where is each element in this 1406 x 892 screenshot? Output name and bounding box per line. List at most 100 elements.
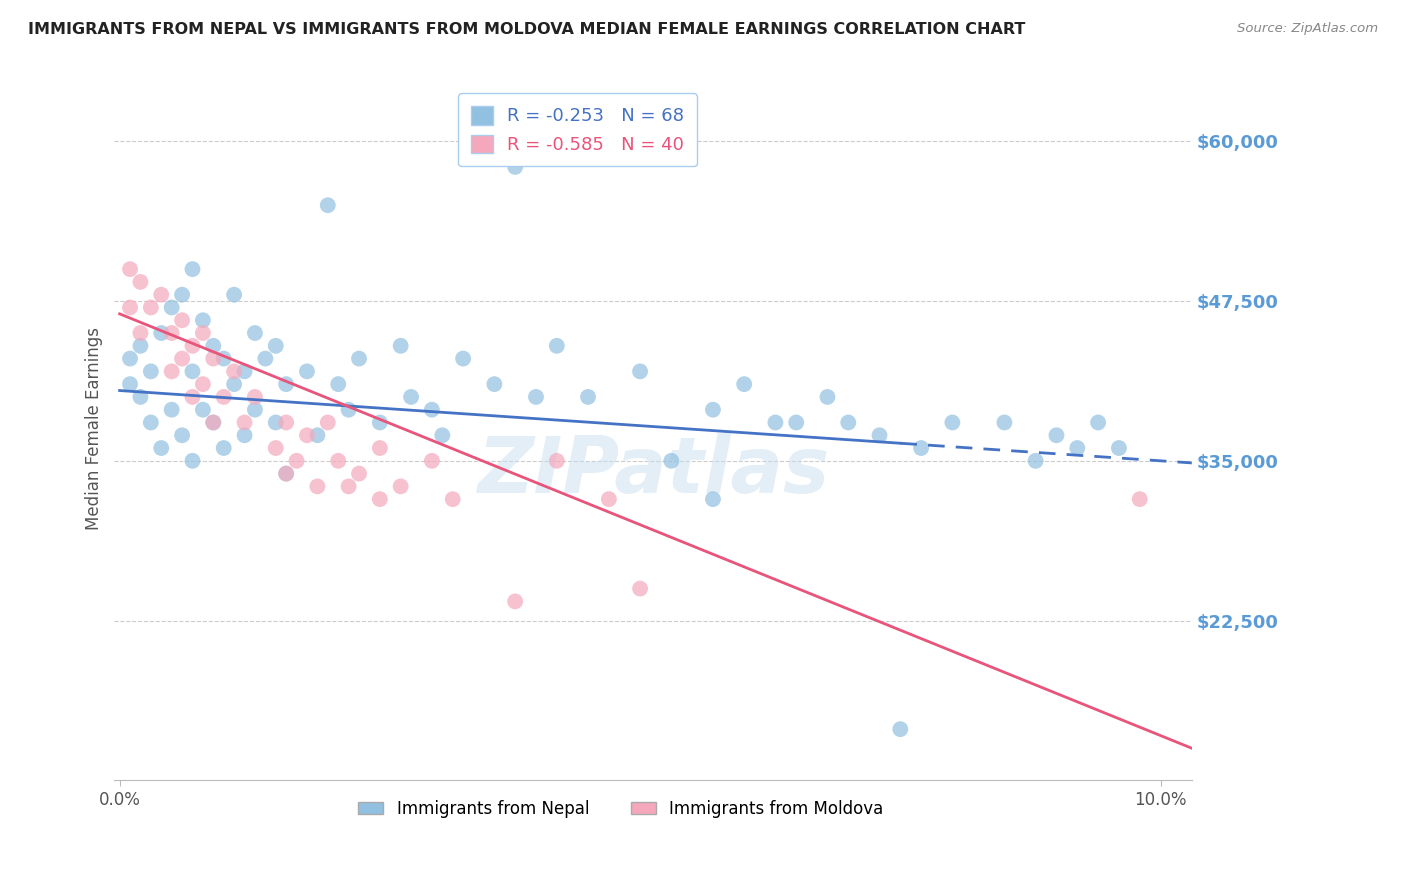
Point <box>233 428 256 442</box>
Point <box>733 377 755 392</box>
Point <box>546 339 568 353</box>
Point <box>1045 428 1067 442</box>
Point <box>484 377 506 392</box>
Point <box>181 262 204 277</box>
Point <box>118 377 141 392</box>
Point <box>170 428 193 442</box>
Point <box>129 326 152 340</box>
Text: IMMIGRANTS FROM NEPAL VS IMMIGRANTS FROM MOLDOVA MEDIAN FEMALE EARNINGS CORRELAT: IMMIGRANTS FROM NEPAL VS IMMIGRANTS FROM… <box>28 22 1025 37</box>
Point <box>503 594 526 608</box>
Point <box>264 441 287 455</box>
Point <box>254 351 277 366</box>
Point <box>224 287 246 301</box>
Point <box>202 351 225 366</box>
Point <box>212 390 235 404</box>
Point <box>368 441 391 455</box>
Point <box>139 364 162 378</box>
Point <box>243 402 266 417</box>
Point <box>129 390 152 404</box>
Point <box>118 351 141 366</box>
Point <box>160 326 183 340</box>
Point <box>451 351 474 366</box>
Point <box>307 479 329 493</box>
Point <box>399 390 422 404</box>
Point <box>224 377 246 392</box>
Point <box>233 416 256 430</box>
Point <box>307 428 329 442</box>
Point <box>191 326 214 340</box>
Legend: Immigrants from Nepal, Immigrants from Moldova: Immigrants from Nepal, Immigrants from M… <box>352 793 890 825</box>
Point <box>389 479 412 493</box>
Point <box>420 454 443 468</box>
Point <box>160 402 183 417</box>
Point <box>702 402 724 417</box>
Point <box>139 301 162 315</box>
Point <box>389 339 412 353</box>
Point <box>316 416 339 430</box>
Point <box>181 454 204 468</box>
Point <box>243 326 266 340</box>
Point <box>181 390 204 404</box>
Point <box>170 313 193 327</box>
Point <box>233 364 256 378</box>
Point <box>150 326 173 340</box>
Point <box>285 454 308 468</box>
Point <box>1087 416 1109 430</box>
Point <box>160 364 183 378</box>
Point <box>295 364 318 378</box>
Point <box>524 390 547 404</box>
Point <box>170 351 193 366</box>
Point <box>295 428 318 442</box>
Point <box>191 377 214 392</box>
Point <box>212 441 235 455</box>
Point <box>1129 492 1152 507</box>
Text: ZIPatlas: ZIPatlas <box>477 433 830 509</box>
Point <box>150 287 173 301</box>
Point <box>264 339 287 353</box>
Point <box>129 339 152 353</box>
Point <box>202 339 225 353</box>
Point <box>368 416 391 430</box>
Point <box>264 416 287 430</box>
Text: Source: ZipAtlas.com: Source: ZipAtlas.com <box>1237 22 1378 36</box>
Point <box>1025 454 1047 468</box>
Point <box>129 275 152 289</box>
Point <box>628 364 651 378</box>
Point <box>1066 441 1088 455</box>
Point <box>347 351 370 366</box>
Y-axis label: Median Female Earnings: Median Female Earnings <box>86 327 103 531</box>
Point <box>316 198 339 212</box>
Point <box>889 722 911 736</box>
Point <box>598 492 620 507</box>
Point <box>212 351 235 366</box>
Point <box>993 416 1015 430</box>
Point <box>170 287 193 301</box>
Point <box>337 402 360 417</box>
Point <box>328 454 350 468</box>
Point <box>243 390 266 404</box>
Point <box>276 467 298 481</box>
Point <box>191 313 214 327</box>
Point <box>118 262 141 277</box>
Point <box>628 582 651 596</box>
Point <box>347 467 370 481</box>
Point <box>118 301 141 315</box>
Point <box>139 416 162 430</box>
Point <box>276 377 298 392</box>
Point <box>150 441 173 455</box>
Point <box>817 390 839 404</box>
Point <box>276 416 298 430</box>
Point <box>576 390 599 404</box>
Point <box>202 416 225 430</box>
Point <box>181 364 204 378</box>
Point <box>276 467 298 481</box>
Point <box>941 416 963 430</box>
Point <box>368 492 391 507</box>
Point <box>837 416 859 430</box>
Point <box>785 416 807 430</box>
Point <box>702 492 724 507</box>
Point <box>546 454 568 468</box>
Point <box>181 339 204 353</box>
Point <box>441 492 464 507</box>
Point <box>160 301 183 315</box>
